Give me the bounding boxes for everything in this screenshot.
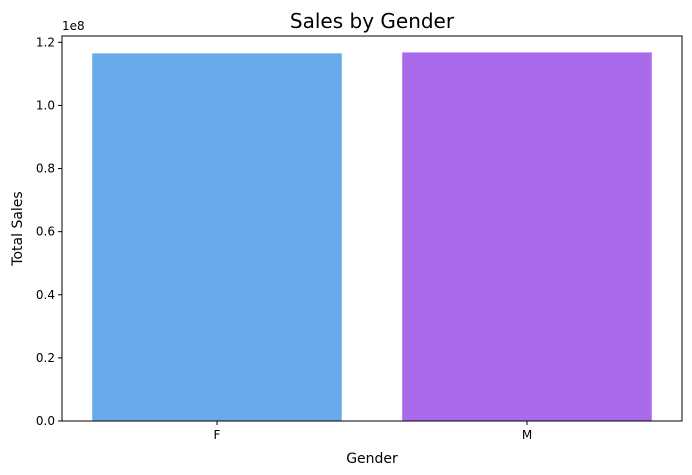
- y-axis-offset-label: 1e8: [62, 19, 85, 33]
- bars-group: [92, 52, 652, 422]
- y-axis-label: Total Sales: [10, 191, 26, 266]
- y-tick-label: 0.4: [36, 288, 55, 302]
- x-tick-label-m: M: [522, 428, 532, 442]
- y-tick-label: 0.0: [36, 414, 55, 428]
- y-tick-label: 0.8: [36, 162, 55, 176]
- chart-title: Sales by Gender: [290, 9, 455, 33]
- bar-m: [402, 52, 652, 421]
- y-tick-label: 1.0: [36, 98, 55, 112]
- y-axis-ticks: 0.0 0.2 0.4 0.6 0.8 1.0 1.2: [36, 35, 62, 428]
- bar-f: [92, 53, 342, 422]
- y-tick-label: 0.6: [36, 225, 55, 239]
- x-axis-label: Gender: [346, 451, 398, 467]
- y-tick-label: 0.2: [36, 351, 55, 365]
- x-tick-label-f: F: [214, 428, 221, 442]
- y-tick-label: 1.2: [36, 35, 55, 49]
- plot-frame: [61, 35, 683, 422]
